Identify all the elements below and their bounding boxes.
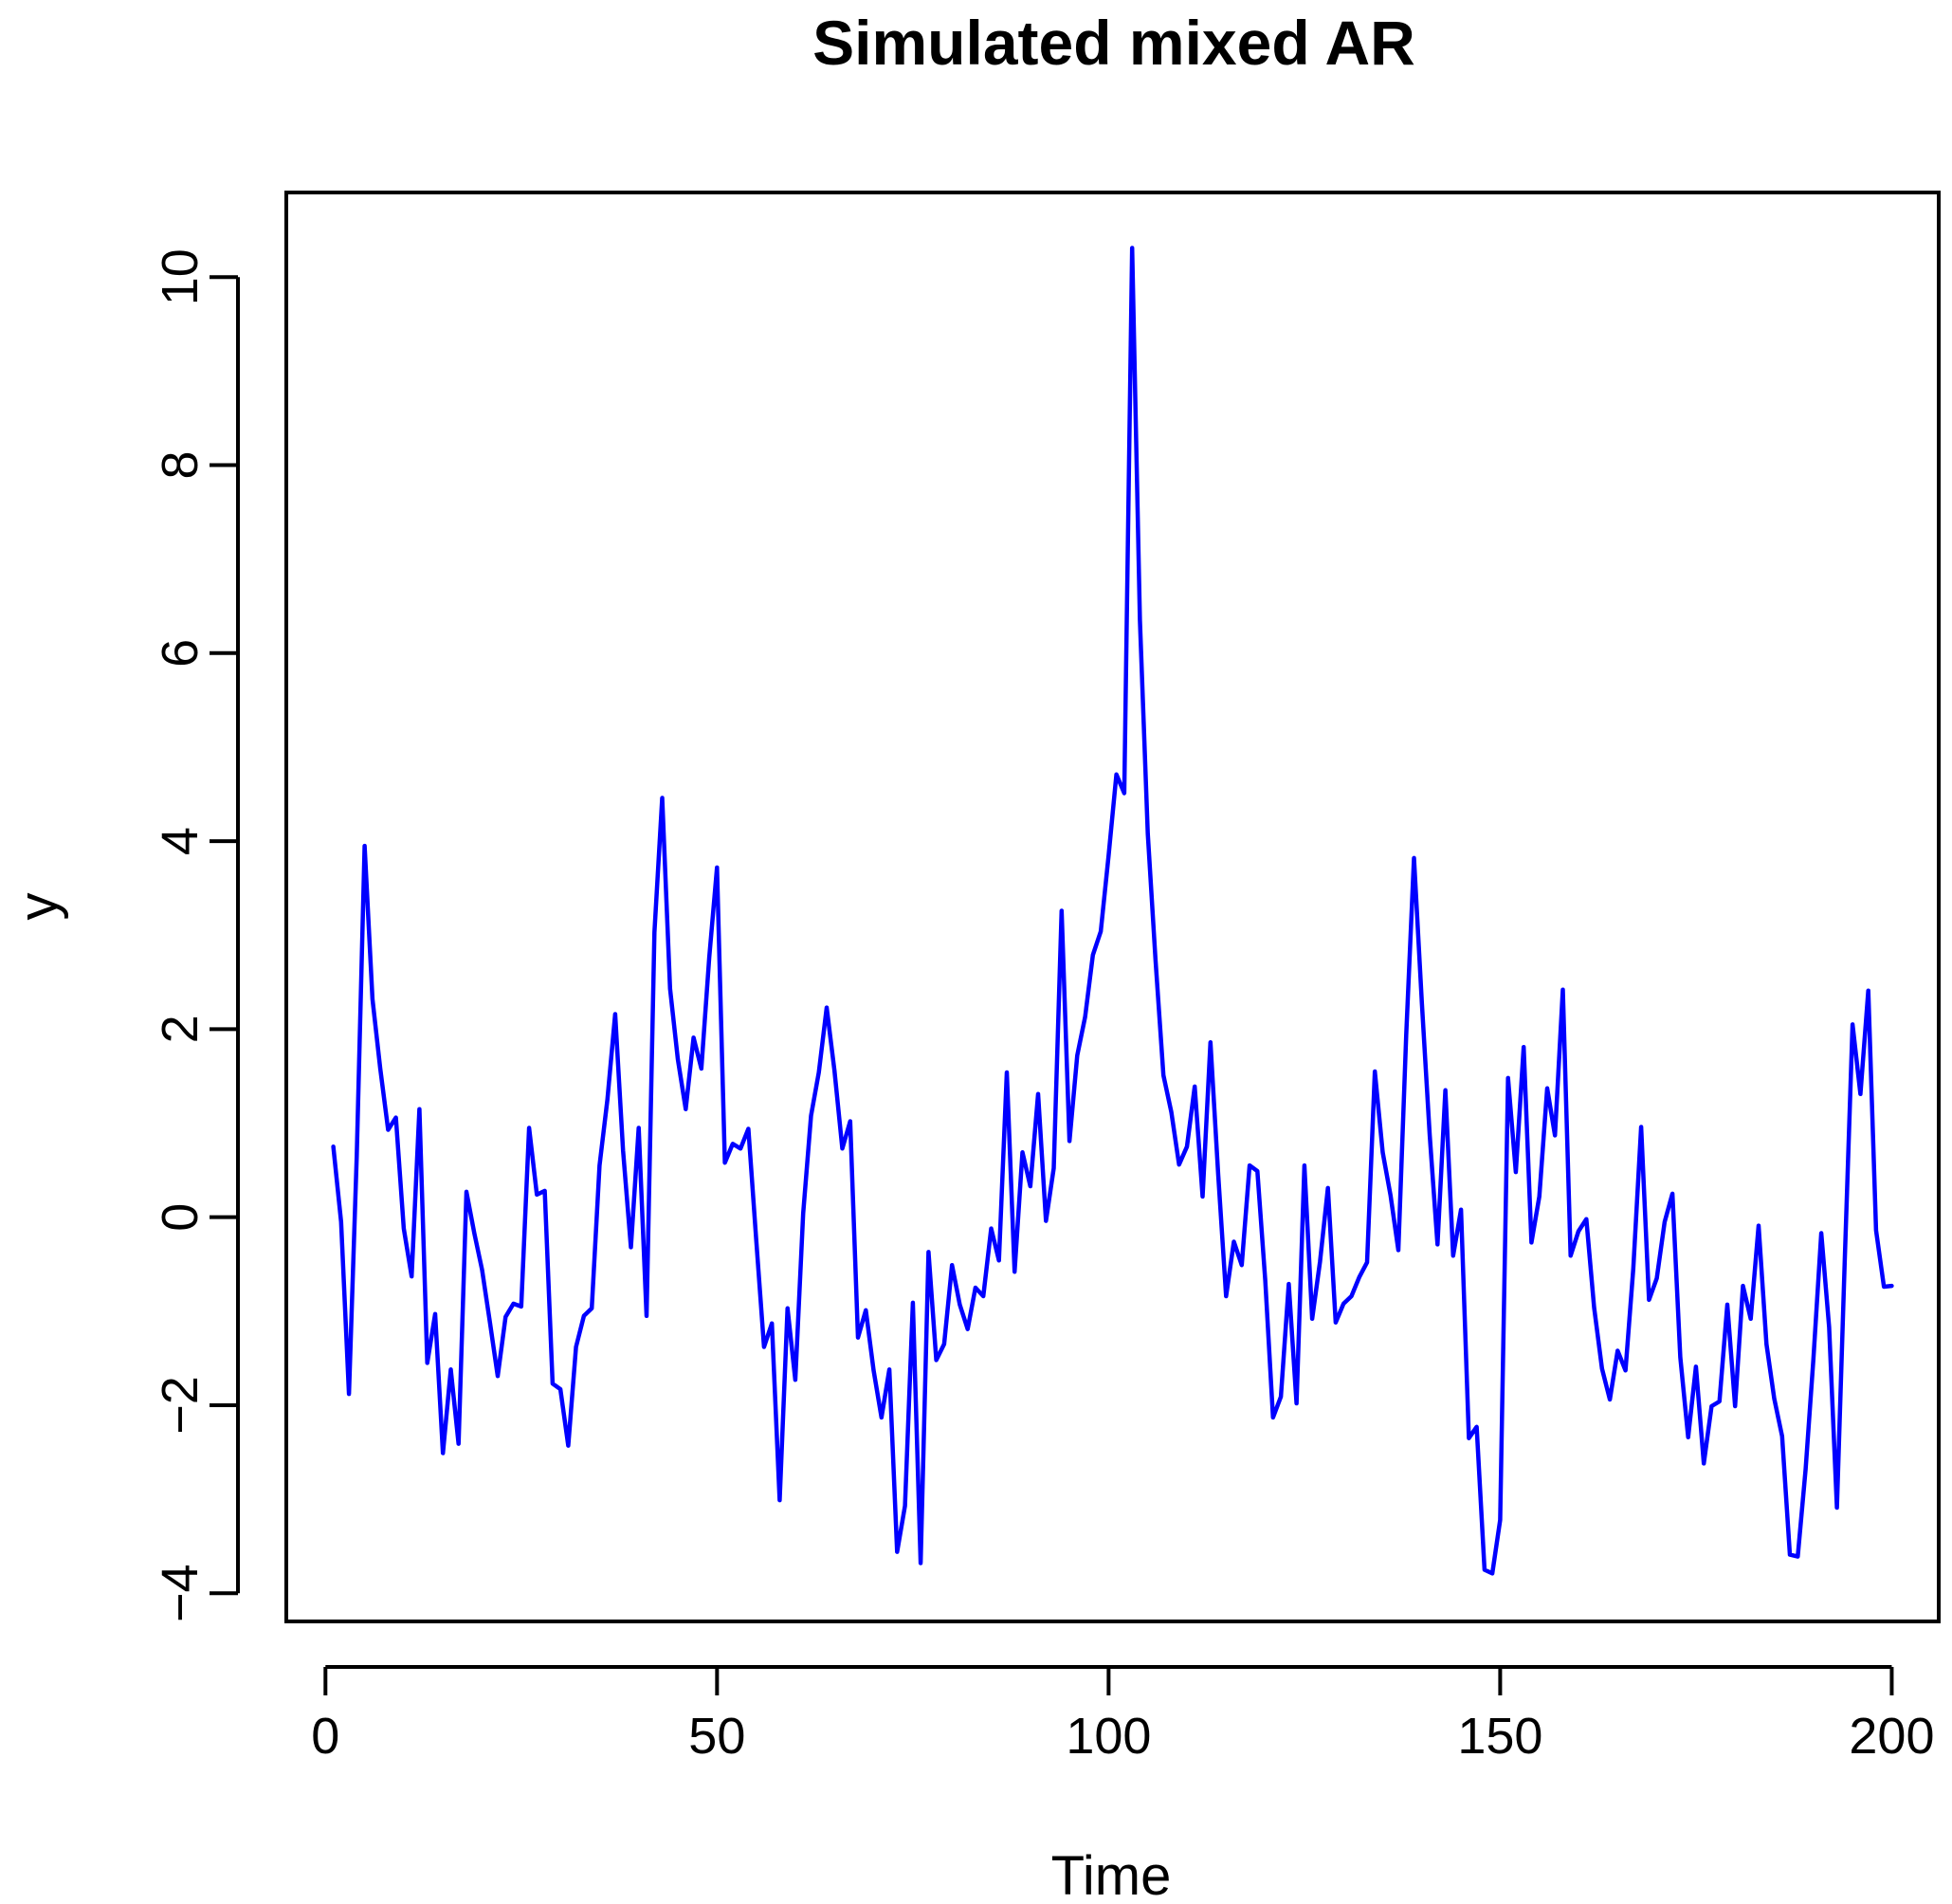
y-tick-label: 2: [152, 1015, 209, 1043]
x-axis-label: Time: [1051, 1845, 1172, 1904]
y-tick-label: 8: [152, 450, 209, 479]
x-tick-label: 100: [1066, 1708, 1151, 1765]
y-tick-label: 6: [152, 639, 209, 668]
x-axis: 0 50 100 150 200: [311, 1665, 1934, 1765]
chart-title: Simulated mixed AR: [812, 8, 1415, 78]
y-tick-label: −2: [152, 1376, 209, 1435]
y-tick-label: 4: [152, 827, 209, 855]
x-tick-label: 150: [1457, 1708, 1542, 1765]
y-tick-label: 10: [152, 248, 209, 305]
plot-frame: [284, 191, 1941, 1623]
series-line: [331, 246, 1894, 1576]
y-tick-label: 0: [152, 1203, 209, 1232]
x-tick-label: 50: [688, 1708, 745, 1765]
x-tick-label: 0: [311, 1708, 339, 1765]
y-tick-label: −4: [152, 1564, 209, 1622]
y-axis-label: y: [8, 893, 69, 921]
series-group: [331, 246, 1894, 1576]
y-axis: −4 −2 0 2 4 6 8 10: [152, 248, 240, 1622]
x-tick-label: 200: [1849, 1708, 1934, 1765]
